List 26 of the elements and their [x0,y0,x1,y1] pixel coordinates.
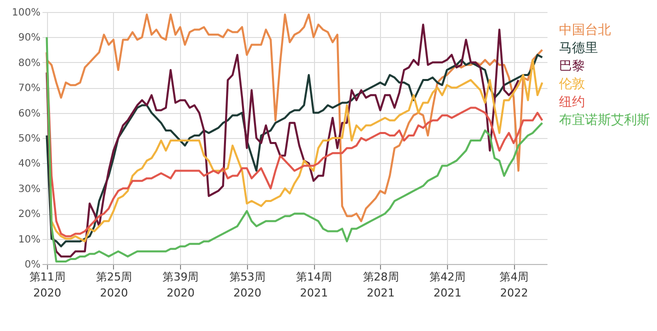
x-tick-label: 第53周 2020 [229,270,266,300]
y-tick-label: 80% [18,58,40,69]
x-tick-label: 第42周 2021 [429,270,466,300]
y-tick-label: 60% [18,108,40,120]
x-tick-label: 第25周 2020 [96,270,132,300]
series-label: 伦敦 [559,77,585,92]
y-tick-label: 100% [12,8,40,18]
series-label: 中国台北 [559,23,611,38]
y-tick-label: 70% [18,83,40,94]
series-label: 马德里 [559,41,598,56]
x-tick-label: 第11周 2020 [29,270,66,300]
line-series [46,14,544,222]
y-tick-label: 30% [18,184,40,195]
x-tick-label: 第28周 2021 [362,270,399,300]
y-tick-label: 40% [18,158,40,170]
y-tick-label: 90% [18,32,40,44]
x-tick-label: 第39周 2020 [162,270,199,300]
x-tick-label: 第4周 2022 [500,270,529,300]
x-tick-label: 第14周 2021 [296,270,332,300]
text: 巴黎 [559,59,585,74]
y-tick-label: 0% [24,260,40,270]
y-tick-label: 20% [18,209,40,220]
y-tick-label: 50% [18,134,40,144]
series-label: 纽约 [559,95,585,110]
y-tick-label: 10% [18,234,40,246]
series-label: 布宜诺斯艾利斯 [559,112,650,128]
